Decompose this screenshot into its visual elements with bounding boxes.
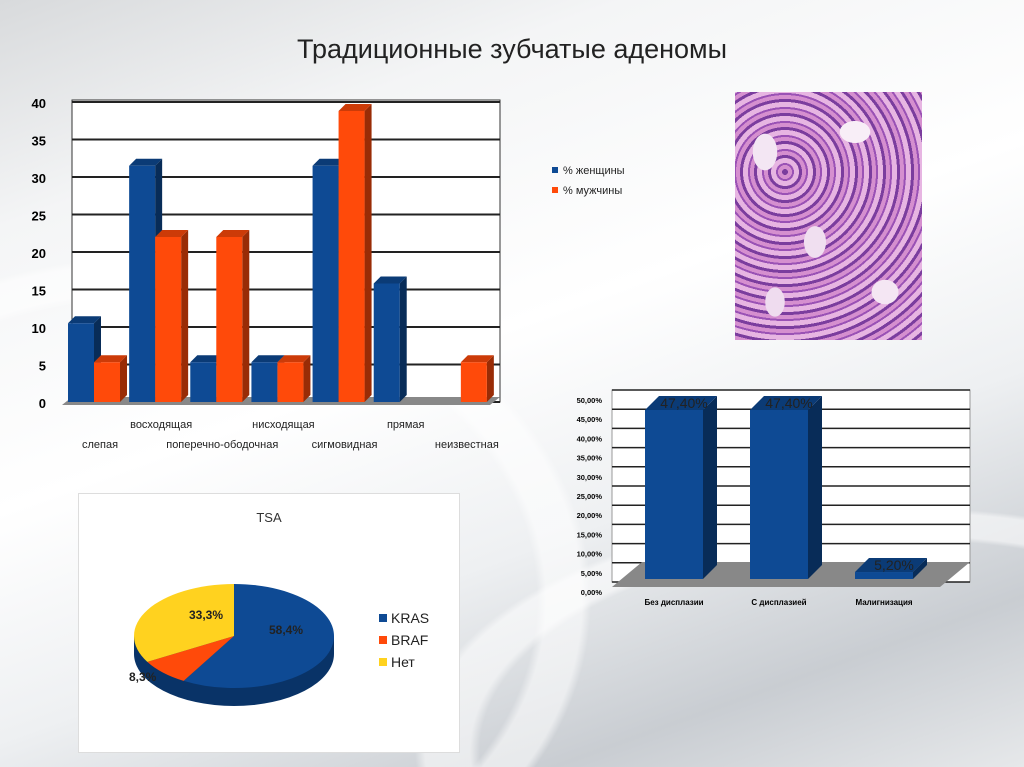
slide-title: Традиционные зубчатые аденомы [296,34,728,64]
bar [155,237,182,402]
bar [129,165,156,402]
y-tick-label: 10,00% [577,550,603,559]
bar-side [120,355,127,402]
legend-swatch [379,658,387,666]
y-tick-label: 5,00% [581,569,603,578]
x-tick-label: С дисплазией [751,598,806,607]
y-tick-label: 20,00% [577,511,603,520]
y-tick-label: 10 [32,321,46,336]
bar-top [94,355,127,363]
legend-swatch [552,187,558,193]
bar [855,572,913,579]
bar [68,323,94,402]
x-tick-label: сигмовидная [312,439,378,451]
tsa-pie-chart: TSA 58,4% 8,3% 33,3% KRAS BRAF Нет [129,510,429,706]
bar-top [338,104,372,111]
pie-slice [147,636,234,681]
pie-chart-panel: TSA 58,4% 8,3% 33,3% KRAS BRAF Нет [78,493,460,753]
bar-side [364,104,372,402]
bar [460,362,487,402]
x-tick-label: неизвестная [435,439,499,451]
data-label: 33,3% [189,608,223,622]
y-tick-label: 45,00% [577,415,603,424]
location-bar-chart: 0 5 10 15 20 25 30 35 40 слепая восходящая поперечн… [32,96,625,451]
bar-top [645,395,717,410]
bar-top [855,558,927,573]
x-tick-label: Малигнизация [855,598,912,607]
bar-top [750,395,822,410]
bar [251,362,278,402]
legend-swatch [379,614,387,622]
bar-top [373,276,407,284]
y-tick-label: 0,00% [581,588,603,597]
legend-label: % мужчины [563,185,622,197]
bar [750,409,808,579]
y-tick-label: 20 [32,246,46,261]
bar-top [216,230,250,237]
bar-side [181,230,189,402]
bar [94,362,120,402]
bar-top [312,158,346,166]
bar-side [486,355,494,402]
bar-side [913,558,927,579]
bar [190,362,217,402]
bar [645,409,703,579]
x-tick-label: восходящая [130,419,192,431]
x-tick-label: прямая [387,419,425,431]
dysplasia-bar-chart: 0,00% 5,00% 10,00% 15,00% 20,00% 25,00% 30,00%… [577,389,971,607]
pie-slice [183,584,334,688]
y-tick-label: 40,00% [577,434,603,443]
bar-top [190,355,224,363]
y-tick-label: 40 [32,96,46,111]
bar-side [399,276,407,402]
legend-swatch [552,167,558,173]
bar-top [129,158,163,166]
y-tick-label: 15,00% [577,530,603,539]
bar-side [703,395,717,579]
data-label: 58,4% [269,623,303,637]
y-tick-label: 35 [32,134,46,149]
y-tick-label: 25,00% [577,492,603,501]
bar-side [303,355,311,402]
data-label: 47,40% [660,395,707,411]
bar [277,362,304,402]
bar-top [277,355,311,363]
legend-swatch [379,636,387,644]
bar-side [808,395,822,579]
bar-top [68,316,101,324]
bar-top [460,355,494,363]
x-tick-label: Без дисплазии [644,598,703,607]
histology-image [735,92,922,340]
y-tick-label: 35,00% [577,454,603,463]
bar [373,283,400,402]
y-tick-label: 0 [39,396,46,411]
x-tick-label: нисходящая [252,419,315,431]
x-tick-label: поперечно-ободочная [166,439,278,451]
bar [216,237,243,402]
bar-top [251,355,285,363]
bar-side [242,230,250,402]
legend-label: BRAF [391,632,428,648]
legend-label: KRAS [391,610,429,626]
bar [338,111,365,402]
y-tick-label: 15 [32,284,46,299]
y-tick-label: 25 [32,209,46,224]
data-label: 5,20% [874,557,914,573]
y-tick-label: 30,00% [577,473,603,482]
chart-title: TSA [256,510,282,525]
y-tick-label: 50,00% [577,396,603,405]
pie-slice [133,584,234,662]
y-tick-label: 5 [39,359,46,374]
y-tick-label: 30 [32,171,46,186]
bar-top [155,230,189,237]
legend-label: % женщины [563,165,625,177]
x-tick-label: слепая [82,439,118,451]
data-label: 8,3% [129,670,157,684]
data-label: 47,40% [765,395,812,411]
legend-label: Нет [391,654,415,670]
bar [312,165,339,402]
